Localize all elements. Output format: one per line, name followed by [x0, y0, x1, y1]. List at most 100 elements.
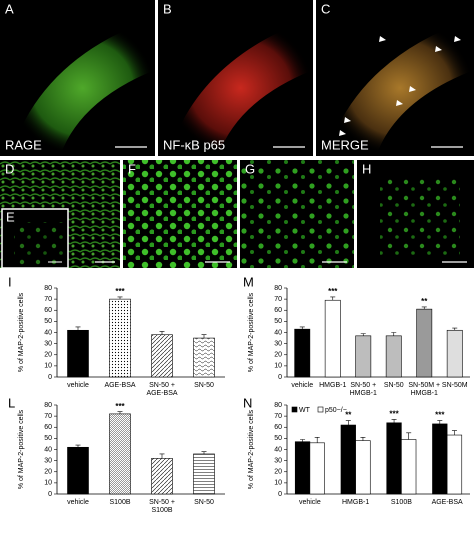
legend-label: p50−/−	[325, 407, 347, 414]
bar	[67, 446, 89, 495]
bar	[193, 337, 215, 378]
y-tick-label: 30	[274, 340, 282, 347]
bar	[67, 329, 89, 378]
bar	[193, 453, 215, 495]
bar	[109, 413, 131, 495]
bar	[385, 335, 402, 378]
x-tick-label: SN-50 + HMGB-1	[349, 382, 377, 397]
y-tick-label: 80	[274, 402, 282, 409]
y-tick-label: 20	[274, 352, 282, 359]
error-bar	[201, 451, 207, 454]
significance: ***	[435, 411, 445, 420]
bar	[432, 423, 448, 495]
y-tick-label: 70	[44, 413, 52, 420]
x-tick-label: vehicle	[67, 499, 89, 506]
image-c: C MERGE	[316, 0, 474, 156]
significance: ***	[115, 287, 125, 296]
error-bar	[330, 296, 336, 301]
significance: **	[345, 411, 352, 420]
legend-swatch	[291, 406, 298, 413]
error-bar	[451, 430, 457, 436]
x-tick-label: vehicle	[298, 499, 321, 506]
image-h: H	[357, 160, 474, 268]
bar	[324, 299, 341, 378]
bar	[294, 328, 311, 378]
y-tick-label: 40	[274, 446, 282, 453]
error-bar	[452, 327, 458, 331]
panel-letter: C	[321, 1, 330, 16]
error-bar	[201, 334, 207, 339]
y-tick-label: 20	[44, 352, 52, 359]
bar	[151, 458, 173, 495]
x-tick-label: AGE-BSA	[431, 499, 463, 506]
x-tick-label: SN-50 + S100B	[149, 499, 175, 514]
bar	[355, 335, 372, 378]
y-tick-label: 60	[274, 424, 282, 431]
panel-letter: D	[5, 161, 14, 176]
y-tick-label: 50	[44, 435, 52, 442]
error-bar	[360, 436, 366, 441]
y-tick-label: 40	[274, 329, 282, 336]
panel-letter: F	[128, 161, 136, 176]
y-tick-label: 0	[48, 491, 52, 498]
bar	[340, 424, 356, 495]
x-tick-label: AGE-BSA	[104, 382, 136, 389]
panel-letter: E	[6, 209, 15, 224]
y-tick-label: 10	[44, 480, 52, 487]
panel-letter: B	[163, 1, 172, 16]
significance: ***	[389, 410, 399, 419]
panel-letter: I	[8, 274, 12, 289]
legend-label: WT	[299, 407, 311, 414]
error-bar	[299, 326, 305, 330]
y-tick-label: 10	[274, 480, 282, 487]
error-bar	[300, 439, 306, 442]
y-axis-label: % of MAP-2-positive cells	[18, 409, 25, 489]
y-tick-label: 30	[274, 457, 282, 464]
y-tick-label: 70	[274, 296, 282, 303]
bar	[446, 434, 463, 495]
bar	[416, 308, 433, 378]
panel-letter: G	[245, 161, 255, 176]
y-axis-label: % of MAP-2-positive cells	[18, 292, 25, 372]
bar	[446, 329, 463, 378]
image-f: F	[123, 160, 237, 268]
x-tick-label: SN-50M	[441, 382, 468, 389]
y-tick-label: 30	[44, 457, 52, 464]
image-label: NF-κB p65	[163, 137, 225, 152]
panel-letter: M	[243, 274, 254, 289]
bar	[151, 334, 173, 378]
error-bar	[345, 420, 351, 426]
error-bar	[406, 432, 412, 440]
y-tick-label: 50	[44, 318, 52, 325]
panel-letter: N	[243, 395, 252, 410]
y-tick-label: 10	[274, 363, 282, 370]
x-tick-label: SN-50	[194, 499, 214, 506]
y-tick-label: 20	[44, 469, 52, 476]
y-tick-label: 50	[274, 318, 282, 325]
y-tick-label: 40	[44, 329, 52, 336]
error-bar	[75, 326, 81, 331]
panel-letter: L	[8, 395, 15, 410]
y-tick-label: 30	[44, 340, 52, 347]
image-b: B NF-κB p65	[158, 0, 313, 156]
significance: ***	[328, 287, 338, 296]
x-tick-label: SN-50M + HMGB-1	[408, 382, 441, 397]
error-bar	[391, 419, 397, 423]
image-label: MERGE	[321, 137, 369, 152]
y-tick-label: 80	[274, 285, 282, 292]
error-bar	[75, 444, 81, 448]
x-tick-label: HMGB-1	[342, 499, 370, 506]
x-tick-label: S100B	[109, 499, 131, 506]
x-tick-label: SN-50	[194, 382, 214, 389]
y-tick-label: 20	[274, 469, 282, 476]
bar	[109, 298, 131, 378]
y-tick-label: 60	[44, 424, 52, 431]
bar	[309, 442, 325, 495]
y-axis-label: % of MAP-2-positive cells	[248, 292, 255, 372]
significance: ***	[115, 402, 125, 411]
y-tick-label: 0	[278, 491, 282, 498]
bar	[401, 439, 417, 495]
x-tick-label: HMGB-1	[319, 382, 347, 389]
